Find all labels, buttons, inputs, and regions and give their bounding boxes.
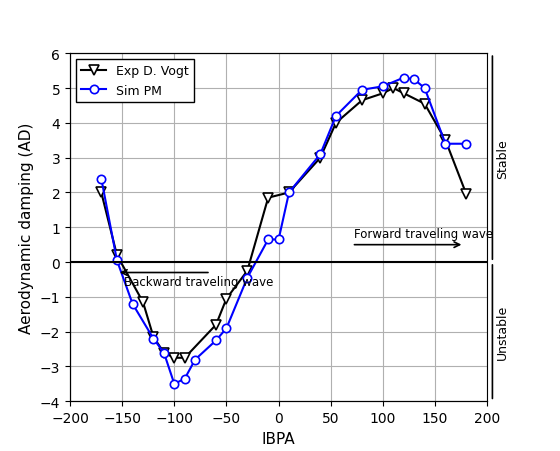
Sim PM (223, 326, 230, 331)
Exp D. Vogt (317, 156, 324, 161)
Sim PM (421, 86, 428, 92)
Sim PM (265, 237, 272, 243)
Exp D. Vogt (139, 300, 146, 305)
Sim PM (400, 76, 407, 81)
Exp D. Vogt (181, 355, 188, 361)
Sim PM (98, 176, 105, 182)
Exp D. Vogt (286, 190, 292, 196)
Exp D. Vogt (380, 92, 386, 97)
Exp D. Vogt (421, 102, 428, 107)
Sim PM (358, 88, 365, 93)
Exp D. Vogt (463, 192, 470, 198)
Text: Backward traveling wave: Backward traveling wave (124, 275, 274, 288)
Text: Unstable: Unstable (496, 304, 510, 359)
Sim PM (161, 350, 167, 355)
Line: Exp D. Vogt: Exp D. Vogt (96, 84, 471, 363)
Sim PM (317, 152, 324, 157)
Exp D. Vogt (358, 98, 365, 104)
Sim PM (333, 114, 339, 120)
Sim PM (380, 84, 386, 90)
Sim PM (286, 190, 292, 196)
Sim PM (411, 78, 418, 83)
Exp D. Vogt (98, 190, 105, 196)
Exp D. Vogt (244, 268, 251, 274)
Sim PM (192, 357, 199, 363)
Sim PM (442, 142, 449, 147)
Sim PM (150, 336, 157, 341)
Line: Sim PM: Sim PM (97, 74, 470, 388)
Exp D. Vogt (213, 322, 220, 328)
Sim PM (181, 376, 188, 382)
Sim PM (276, 237, 282, 243)
Exp D. Vogt (442, 138, 449, 143)
Sim PM (171, 381, 178, 387)
Exp D. Vogt (223, 296, 230, 302)
Exp D. Vogt (150, 335, 157, 340)
Y-axis label: Aerodynamic damping (AD): Aerodynamic damping (AD) (19, 122, 34, 333)
Exp D. Vogt (114, 253, 120, 258)
Sim PM (114, 258, 120, 263)
Sim PM (463, 142, 470, 147)
Legend: Exp D. Vogt, Sim PM: Exp D. Vogt, Sim PM (76, 60, 194, 102)
Sim PM (129, 301, 136, 307)
X-axis label: IBPA: IBPA (262, 431, 296, 446)
Exp D. Vogt (390, 86, 396, 92)
Exp D. Vogt (265, 196, 272, 201)
Sim PM (213, 338, 220, 343)
Text: Stable: Stable (496, 138, 510, 178)
Exp D. Vogt (333, 121, 339, 126)
Exp D. Vogt (400, 92, 407, 97)
Sim PM (244, 276, 251, 281)
Exp D. Vogt (171, 355, 178, 361)
Text: Forward traveling wave: Forward traveling wave (354, 227, 493, 240)
Exp D. Vogt (161, 350, 167, 355)
